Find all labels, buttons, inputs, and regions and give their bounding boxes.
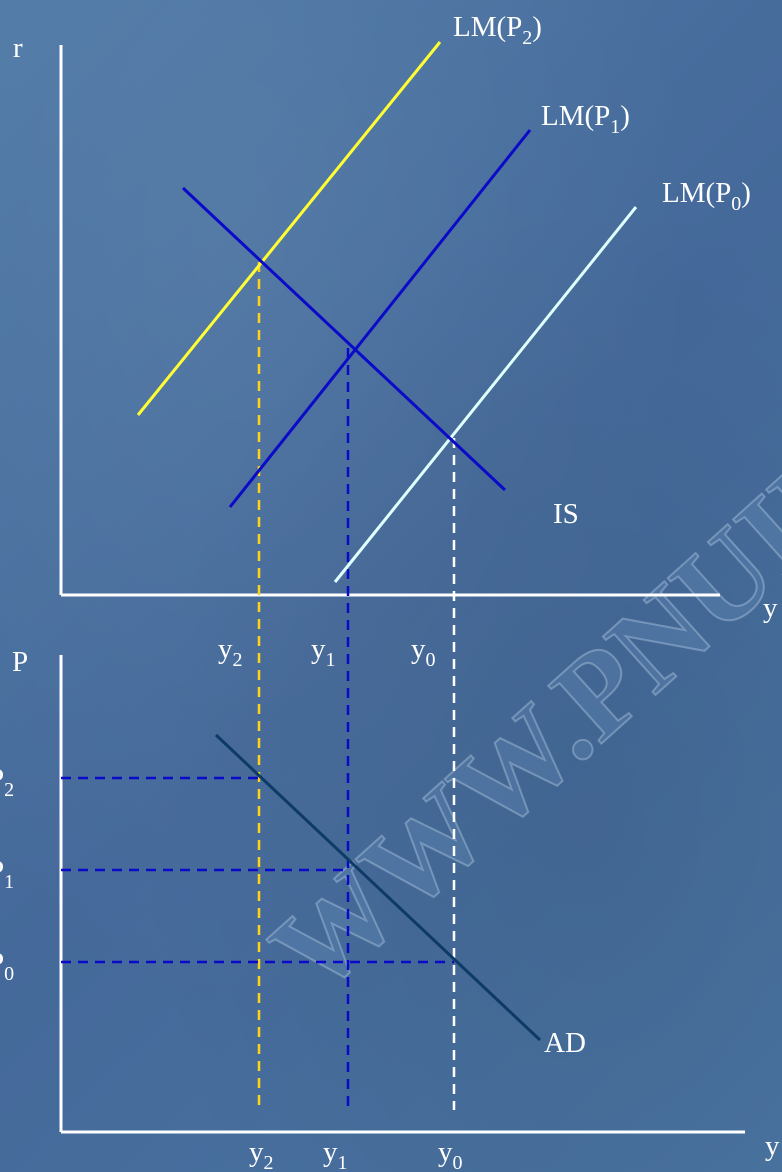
- lm-p2-curve: [136, 41, 442, 416]
- bottom-x-tick-y0: y0: [438, 1136, 463, 1172]
- is-label: IS: [553, 498, 579, 530]
- top-panel: r y LM(P2) LM(P1) LM(P0) IS y2 y1 y0: [13, 11, 778, 1110]
- bottom-x-axis-label: y: [765, 1130, 780, 1162]
- lm-p2-label: LM(P2): [453, 11, 542, 49]
- bottom-y-axis-label: P: [12, 646, 28, 678]
- top-x-axis-label: y: [763, 592, 778, 624]
- ad-curve: [214, 733, 542, 1042]
- bottom-y-tick-p0: P0: [0, 947, 14, 985]
- bottom-y-tick-p1: P1: [0, 855, 14, 893]
- lm-p0-curve: [333, 206, 638, 583]
- bottom-x-tick-y2: y2: [249, 1136, 274, 1172]
- lm-p1-curve: [228, 129, 532, 508]
- top-x-tick-y2: y2: [218, 633, 243, 671]
- bottom-panel: P y AD P2 P1 P0 y2 y1 y0: [0, 646, 780, 1172]
- is-curve: [181, 186, 507, 492]
- top-x-tick-y0: y0: [411, 633, 436, 671]
- top-x-tick-y1: y1: [311, 633, 336, 671]
- bottom-x-tick-y1: y1: [323, 1136, 348, 1172]
- ad-label: AD: [544, 1027, 586, 1059]
- top-y-axis-label: r: [13, 32, 23, 64]
- bottom-y-tick-p2: P2: [0, 763, 14, 801]
- lm-p1-label: LM(P1): [541, 100, 630, 138]
- lm-p0-label: LM(P0): [662, 177, 751, 215]
